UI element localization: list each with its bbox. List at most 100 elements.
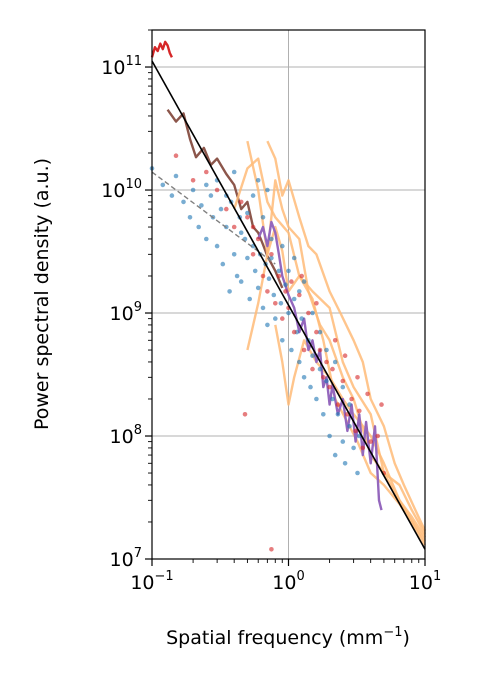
scatter-point-9-13 — [276, 273, 282, 279]
scatter-point-9-48 — [342, 353, 348, 359]
scatter-point-9-25 — [321, 375, 326, 380]
tick-layer: 10−1 100 101 107 108 109 1010 1011 — [101, 29, 441, 594]
scatter-point-8-83 — [340, 384, 346, 390]
scatter-point-9-0 — [173, 153, 179, 158]
scatter-point-9-8 — [255, 236, 261, 242]
scatter-point-8-16 — [227, 289, 232, 294]
scatter-point-9-39 — [379, 402, 384, 407]
scatter-point-8-66 — [265, 187, 270, 193]
scatter-point-9-21 — [306, 310, 311, 316]
scatter-point-8-45 — [299, 316, 305, 321]
scatter-point-8-21 — [238, 279, 244, 284]
scatter-point-8-40 — [286, 310, 291, 316]
x-axis-label: Spatial frequency (mm−1) — [166, 625, 410, 649]
scatter-point-8-33 — [269, 255, 274, 261]
scatter-point-8-75 — [238, 230, 244, 235]
scatter-point-9-20 — [301, 347, 307, 353]
scatter-point-9-41 — [269, 547, 274, 552]
series-line-6 — [274, 324, 427, 538]
scatter-point-8-8 — [199, 203, 204, 208]
scatter-point-8-1 — [160, 182, 166, 188]
x-tick-label-2: 101 — [409, 569, 441, 594]
y-tick-label-3: 1010 — [101, 177, 142, 202]
scatter-point-8-77 — [291, 255, 297, 261]
x-tick-label-1: 100 — [272, 569, 304, 594]
scatter-point-8-6 — [190, 187, 196, 193]
scatter-point-8-24 — [247, 296, 252, 302]
scatter-point-8-27 — [255, 285, 261, 291]
scatter-point-8-76 — [245, 210, 250, 216]
scatter-point-9-37 — [368, 439, 374, 444]
y-axis-label: Power spectral density (a.u.) — [31, 158, 53, 430]
scatter-point-8-29 — [260, 305, 266, 311]
scatter-point-9-11 — [269, 252, 274, 257]
x-tick-label-0: 10−1 — [130, 569, 173, 594]
y-tick-label-2: 109 — [110, 300, 142, 325]
scatter-point-8-58 — [340, 439, 346, 444]
scatter-point-9-15 — [283, 289, 288, 294]
scatter-point-9-33 — [353, 428, 358, 434]
scatter-point-9-29 — [335, 402, 341, 407]
series-line-5 — [246, 140, 427, 546]
scatter-point-9-49 — [355, 375, 360, 380]
scatter-point-8-50 — [314, 396, 319, 402]
scatter-point-8-2 — [169, 193, 175, 198]
scatter-point-8-67 — [269, 236, 274, 242]
scatter-point-9-45 — [299, 273, 305, 279]
scatter-point-9-43 — [238, 199, 244, 205]
scatter-point-9-28 — [330, 366, 335, 372]
scatter-point-9-47 — [332, 338, 338, 343]
scatter-point-8-34 — [271, 292, 277, 298]
scatter-point-8-9 — [204, 236, 209, 242]
dashed-fit-line — [151, 171, 276, 265]
series-line-3 — [233, 157, 427, 542]
series-line-0 — [150, 40, 173, 58]
power-law-fit-line — [151, 60, 426, 550]
scatter-point-8-51 — [317, 366, 323, 372]
scatter-point-8-82 — [332, 359, 338, 365]
scatter-point-8-68 — [280, 243, 285, 249]
scatter-point-8-73 — [231, 169, 237, 175]
scatter-point-8-46 — [301, 375, 307, 380]
scatter-point-8-48 — [308, 384, 313, 390]
scatter-point-9-2 — [214, 187, 220, 193]
y-tick-label-1: 108 — [110, 423, 142, 448]
scatter-point-8-56 — [332, 452, 338, 458]
scatter-point-8-32 — [266, 276, 272, 282]
scatter-point-8-38 — [280, 338, 285, 343]
scatter-point-8-26 — [252, 268, 258, 274]
scatter-point-8-74 — [204, 182, 209, 188]
scatter-point-9-23 — [314, 329, 319, 335]
series-line-1 — [166, 109, 284, 289]
scatter-point-8-69 — [286, 268, 291, 274]
series-line-7 — [257, 220, 383, 511]
scatter-point-8-18 — [231, 252, 237, 257]
scatter-point-8-39 — [283, 282, 288, 288]
scatter-point-9-46 — [314, 301, 319, 306]
scatter-point-8-37 — [278, 301, 284, 306]
scatter-point-8-60 — [347, 424, 352, 429]
scatter-point-8-63 — [250, 193, 256, 198]
scatter-point-9-36 — [365, 391, 370, 397]
scatter-point-8-19 — [234, 273, 240, 279]
scatter-point-8-14 — [220, 261, 226, 267]
scatter-point-9-38 — [375, 433, 381, 439]
scatter-point-8-12 — [214, 243, 220, 249]
series-layer — [149, 40, 427, 552]
scatter-point-8-35 — [273, 316, 278, 321]
scatter-point-9-6 — [245, 215, 250, 220]
scatter-point-8-62 — [355, 470, 360, 476]
scatter-point-9-32 — [349, 396, 354, 402]
scatter-point-9-35 — [360, 445, 366, 451]
scatter-point-8-52 — [321, 412, 326, 417]
scatter-point-9-12 — [273, 301, 278, 306]
scatter-point-8-65 — [260, 215, 266, 220]
scatter-point-8-42 — [291, 296, 297, 302]
x-axis-label-end: ) — [402, 627, 409, 649]
scatter-point-8-49 — [310, 353, 315, 359]
scatter-point-9-9 — [260, 273, 266, 279]
scatter-point-8-59 — [342, 461, 348, 466]
scatter-point-8-81 — [324, 347, 329, 353]
scatter-point-9-18 — [291, 329, 297, 335]
scatter-point-9-10 — [265, 289, 270, 294]
